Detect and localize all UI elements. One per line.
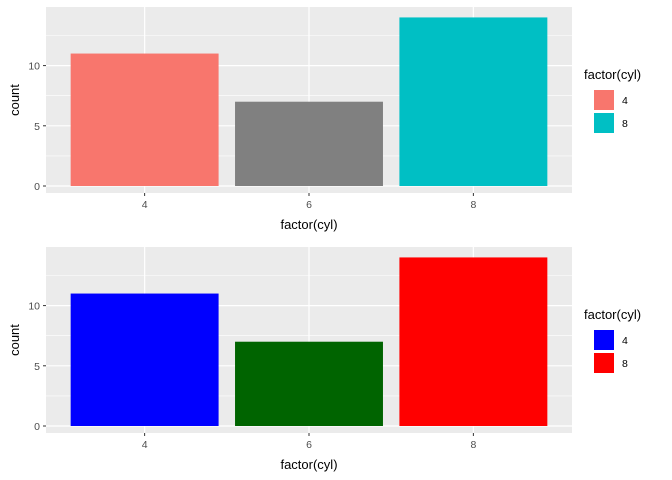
x-tick-label: 4 — [142, 199, 148, 211]
legend-label-8: 8 — [622, 118, 628, 130]
y-tick-label: 5 — [34, 361, 40, 373]
legend: factor(cyl) 48 — [584, 307, 641, 373]
legend-entries: 48 — [594, 90, 628, 133]
bar-8 — [399, 17, 548, 186]
legend-entries: 48 — [594, 330, 628, 373]
y-axis: 0 5 10 — [28, 301, 46, 433]
legend-label-4: 4 — [622, 335, 628, 347]
legend-key-8 — [594, 113, 614, 133]
legend: factor(cyl) 48 — [584, 67, 641, 133]
y-axis: 0 5 10 — [28, 61, 46, 193]
legend-label-4: 4 — [622, 95, 628, 107]
legend-title: factor(cyl) — [584, 307, 641, 322]
bar-6 — [235, 101, 383, 186]
x-tick-label: 4 — [142, 439, 148, 451]
bar-4 — [70, 53, 219, 186]
x-tick-label: 8 — [470, 199, 476, 211]
x-tick-label: 8 — [470, 439, 476, 451]
legend-label-8: 8 — [622, 358, 628, 370]
y-axis-title: count — [7, 324, 22, 356]
chart-top: 0 5 10 4 6 8 factor(cyl) count factor(cyl) 4… — [7, 7, 641, 232]
x-tick-label: 6 — [306, 439, 312, 451]
x-axis-title: factor(cyl) — [280, 457, 337, 472]
bars — [70, 257, 548, 426]
legend-key-4 — [594, 330, 614, 350]
chart-bottom: 0 5 10 4 6 8 factor(cyl) count factor(cyl) 4… — [7, 247, 641, 472]
legend-key-8 — [594, 353, 614, 373]
y-tick-label: 5 — [34, 121, 40, 133]
y-axis-title: count — [7, 84, 22, 116]
x-axis: 4 6 8 — [142, 433, 476, 451]
y-tick-label: 10 — [28, 301, 40, 313]
y-tick-label: 0 — [34, 181, 40, 193]
y-tick-label: 0 — [34, 421, 40, 433]
bars — [70, 17, 548, 186]
legend-key-4 — [594, 90, 614, 110]
bar-8 — [399, 257, 548, 426]
bar-6 — [235, 341, 383, 426]
bar-4 — [70, 293, 219, 426]
x-axis: 4 6 8 — [142, 193, 476, 211]
x-axis-title: factor(cyl) — [280, 217, 337, 232]
x-tick-label: 6 — [306, 199, 312, 211]
y-tick-label: 10 — [28, 61, 40, 73]
legend-title: factor(cyl) — [584, 67, 641, 82]
